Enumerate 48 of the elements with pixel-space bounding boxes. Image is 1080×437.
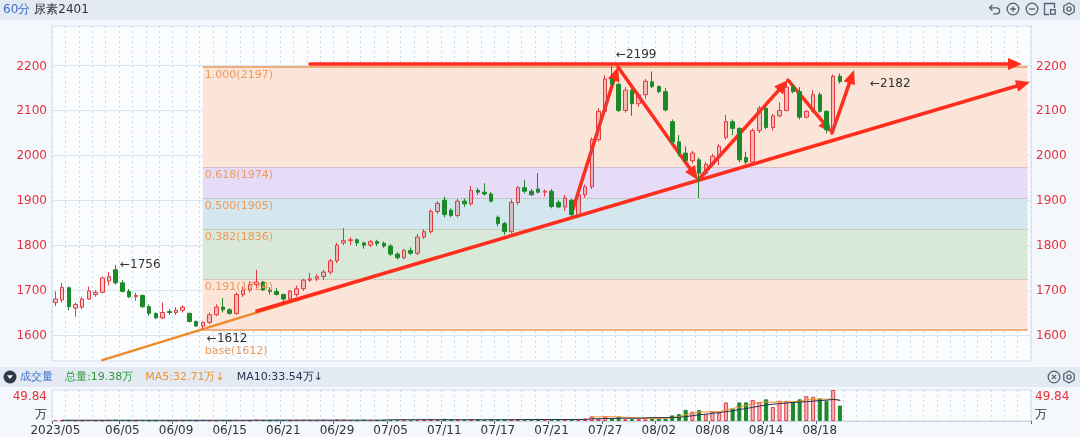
annotation: ←1756 xyxy=(120,257,161,271)
y2-tick-label: 1700 xyxy=(1036,283,1067,298)
y2-tick-label: 1800 xyxy=(1036,238,1067,253)
y-tick-label: 2100 xyxy=(16,103,47,118)
text: MA5:32.71万↓ xyxy=(145,370,225,383)
y-tick-label: 1700 xyxy=(16,283,47,298)
y2-tick-label: 1600 xyxy=(1036,327,1067,342)
chart-subtitle: 60分 xyxy=(3,2,31,16)
annotation: ←2199 xyxy=(615,46,657,61)
x-tick-label: 08/14 xyxy=(748,423,784,437)
text: 49.84 xyxy=(12,389,47,403)
ref-line-label: 0.500(1905) xyxy=(204,198,273,212)
y-tick-label: 1600 xyxy=(16,327,47,342)
x-tick-label: 08/08 xyxy=(695,423,730,437)
annotation: ←2182 xyxy=(870,76,911,90)
x-tick-label: 06/09 xyxy=(158,423,194,437)
x-tick-label: 07/05 xyxy=(373,423,408,437)
x-tick-label: 07/17 xyxy=(480,423,516,437)
x-tick-label: 07/27 xyxy=(587,423,623,437)
chart-title: 成交量 xyxy=(20,370,53,383)
y-tick-label: 2000 xyxy=(16,148,47,163)
chart-title: 尿素2401 xyxy=(34,2,89,16)
y2-tick-label: 1900 xyxy=(1036,193,1067,208)
x-tick-label: 07/11 xyxy=(426,423,462,437)
ref-line-label: 0.618(1974) xyxy=(204,168,273,181)
y2-tick-label: 2200 xyxy=(1036,58,1067,73)
y-axis-title: 万 xyxy=(35,407,47,421)
y2-tick-label: 2100 xyxy=(1036,103,1067,118)
x-tick-label: 08/18 xyxy=(802,423,838,437)
y2-tick-label: 2000 xyxy=(1036,148,1067,163)
text: MA10:33.54万↓ xyxy=(236,370,324,383)
text: 总量:19.38万 xyxy=(65,370,134,383)
x-tick-label: 06/29 xyxy=(319,423,355,437)
x-tick-label: 08/02 xyxy=(641,423,677,437)
text: 49.84 xyxy=(1035,389,1070,403)
x-tick-label: 07/21 xyxy=(534,423,569,437)
x-tick-label: 06/15 xyxy=(212,423,247,437)
ref-line-label: 1.000(2197) xyxy=(204,67,273,81)
ref-line-label: 0.382(1836) xyxy=(204,229,273,243)
x-tick-label: 06/05 xyxy=(105,423,140,437)
x-tick-label: 06/21 xyxy=(266,423,301,437)
y-tick-label: 2200 xyxy=(16,58,47,73)
y-tick-label: 1900 xyxy=(16,193,47,208)
annotation: ←1612 xyxy=(206,330,248,345)
y-tick-label: 1800 xyxy=(16,238,47,253)
ref-line-label: base(1612) xyxy=(204,343,268,357)
y2-axis-title: 万 xyxy=(1035,407,1047,421)
x-tick-label: 2023/05 xyxy=(30,423,81,437)
